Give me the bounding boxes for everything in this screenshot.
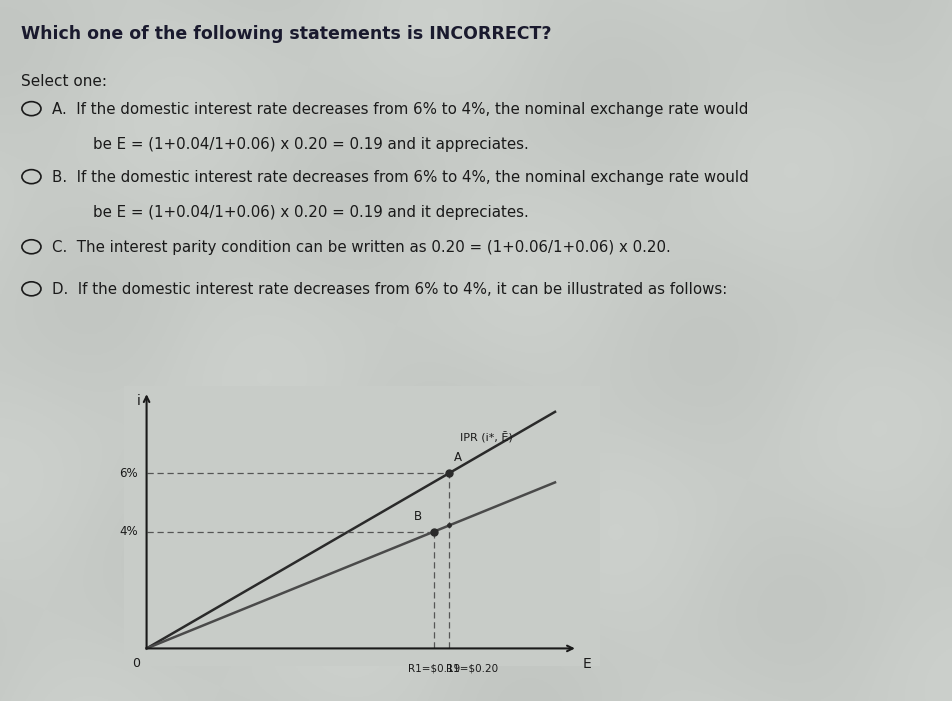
Text: be E = (1+0.04/1+0.06) x 0.20 = 0.19 and it appreciates.: be E = (1+0.04/1+0.06) x 0.20 = 0.19 and… [93, 137, 528, 151]
Text: Select one:: Select one: [21, 74, 107, 88]
Text: C.  The interest parity condition can be written as 0.20 = (1+0.06/1+0.06) x 0.2: C. The interest parity condition can be … [52, 240, 670, 254]
Text: B.  If the domestic interest rate decreases from 6% to 4%, the nominal exchange : B. If the domestic interest rate decreas… [52, 170, 748, 184]
Text: 6%: 6% [119, 467, 137, 479]
Text: i: i [136, 394, 140, 408]
Text: A.  If the domestic interest rate decreases from 6% to 4%, the nominal exchange : A. If the domestic interest rate decreas… [52, 102, 748, 116]
Text: E: E [582, 658, 590, 671]
Text: R1=$0.20: R1=$0.20 [446, 663, 497, 673]
Text: IPR (i*, Ē): IPR (i*, Ē) [459, 433, 512, 444]
Text: 4%: 4% [119, 525, 137, 538]
Text: A: A [453, 451, 461, 465]
Text: B: B [413, 510, 422, 523]
Text: D.  If the domestic interest rate decreases from 6% to 4%, it can be illustrated: D. If the domestic interest rate decreas… [52, 282, 727, 297]
Text: Which one of the following statements is INCORRECT?: Which one of the following statements is… [21, 25, 551, 43]
Text: R1=$0.19: R1=$0.19 [407, 663, 460, 673]
Text: 0: 0 [132, 658, 140, 670]
Text: be E = (1+0.04/1+0.06) x 0.20 = 0.19 and it depreciates.: be E = (1+0.04/1+0.06) x 0.20 = 0.19 and… [93, 205, 528, 219]
